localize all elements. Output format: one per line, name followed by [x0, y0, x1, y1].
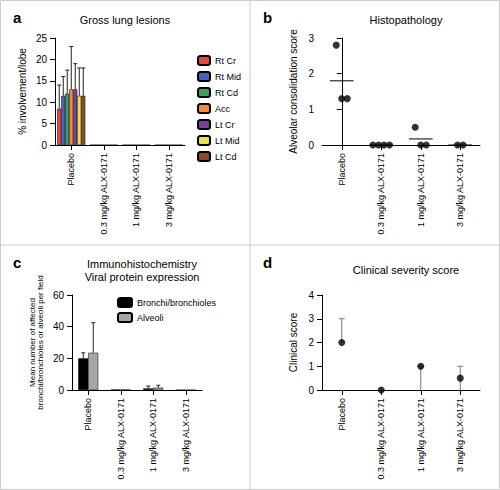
svg-text:Immunohistochemistry: Immunohistochemistry — [87, 258, 198, 270]
svg-text:1 mg/kg ALX-0171: 1 mg/kg ALX-0171 — [416, 153, 426, 227]
svg-text:0.3 mg/kg ALX-0171: 0.3 mg/kg ALX-0171 — [376, 398, 386, 480]
svg-text:bronchi/bronchioles or alveoli: bronchi/bronchioles or alveoli per field — [36, 275, 45, 409]
svg-text:Rt Mid: Rt Mid — [215, 72, 241, 82]
svg-text:15: 15 — [36, 75, 48, 86]
svg-text:Placebo: Placebo — [83, 398, 93, 431]
svg-text:c: c — [13, 254, 21, 271]
svg-text:Clinical severity score: Clinical severity score — [353, 264, 459, 276]
svg-text:Rt Cr: Rt Cr — [215, 56, 236, 66]
svg-text:1 mg/kg ALX-0171: 1 mg/kg ALX-0171 — [148, 398, 158, 472]
svg-text:Placebo: Placebo — [337, 398, 347, 431]
svg-text:Lt Cr: Lt Cr — [215, 120, 235, 130]
svg-text:a: a — [13, 9, 22, 26]
svg-text:3 mg/kg ALX-0171: 3 mg/kg ALX-0171 — [455, 153, 465, 227]
svg-text:5: 5 — [41, 118, 47, 129]
svg-text:3: 3 — [308, 33, 314, 44]
svg-text:0: 0 — [41, 140, 47, 151]
svg-text:3 mg/kg ALX-0171: 3 mg/kg ALX-0171 — [455, 398, 465, 472]
svg-text:0.3 mg/kg ALX-0171: 0.3 mg/kg ALX-0171 — [116, 398, 126, 480]
svg-text:2: 2 — [308, 68, 314, 79]
svg-text:4: 4 — [308, 290, 314, 301]
svg-text:Histopathology: Histopathology — [370, 14, 443, 26]
svg-text:0.3 mg/kg ALX-0171: 0.3 mg/kg ALX-0171 — [376, 153, 386, 235]
svg-text:3: 3 — [308, 313, 314, 324]
svg-text:% involvement/lobe: % involvement/lobe — [17, 48, 28, 135]
svg-text:b: b — [263, 9, 272, 26]
svg-text:Gross lung lesions: Gross lung lesions — [80, 14, 171, 26]
svg-text:0.3 mg/kg ALX-0171: 0.3 mg/kg ALX-0171 — [99, 153, 109, 235]
svg-text:Alveolar consolidation score: Alveolar consolidation score — [288, 29, 299, 154]
svg-text:3 mg/kg ALX-0171: 3 mg/kg ALX-0171 — [181, 398, 191, 472]
svg-text:10: 10 — [36, 97, 48, 108]
svg-text:1: 1 — [308, 361, 314, 372]
svg-text:0: 0 — [308, 140, 314, 151]
svg-text:3 mg/kg ALX-0171: 3 mg/kg ALX-0171 — [164, 153, 174, 227]
svg-text:1 mg/kg ALX-0171: 1 mg/kg ALX-0171 — [131, 153, 141, 227]
svg-text:Acc: Acc — [215, 104, 231, 114]
svg-text:0: 0 — [308, 385, 314, 396]
svg-text:60: 60 — [53, 290, 65, 301]
svg-text:2: 2 — [308, 337, 314, 348]
svg-text:20: 20 — [53, 353, 65, 364]
svg-text:1 mg/kg ALX-0171: 1 mg/kg ALX-0171 — [416, 398, 426, 472]
svg-text:Mean number of affected: Mean number of affected — [27, 298, 37, 387]
svg-text:Rt Cd: Rt Cd — [215, 88, 238, 98]
svg-text:0: 0 — [58, 385, 64, 396]
svg-text:Viral protein expression: Viral protein expression — [85, 271, 200, 283]
svg-text:20: 20 — [36, 54, 48, 65]
svg-text:d: d — [263, 254, 272, 271]
svg-text:Placebo: Placebo — [66, 153, 76, 186]
svg-text:Placebo: Placebo — [337, 153, 347, 186]
svg-text:Alveoli: Alveoli — [137, 313, 164, 323]
svg-text:Clinical score: Clinical score — [288, 312, 299, 372]
svg-text:40: 40 — [53, 321, 65, 332]
svg-text:Lt Cd: Lt Cd — [215, 152, 237, 162]
svg-text:1: 1 — [308, 104, 314, 115]
svg-text:Lt Mid: Lt Mid — [215, 136, 240, 146]
svg-text:Bronchi/bronchioles: Bronchi/bronchioles — [137, 298, 217, 308]
svg-text:25: 25 — [36, 33, 48, 44]
